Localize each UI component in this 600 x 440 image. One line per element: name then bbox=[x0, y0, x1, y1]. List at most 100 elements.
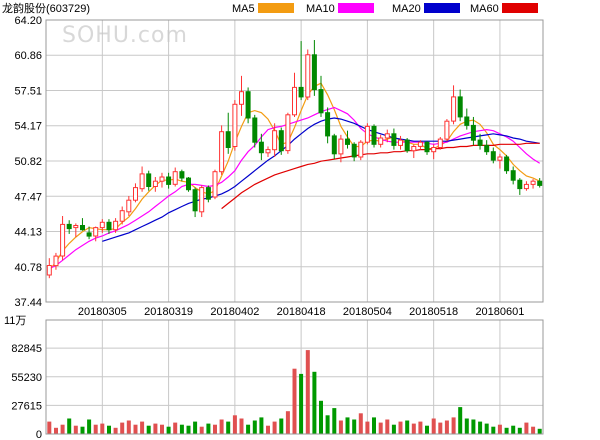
price-tick-label: 44.13 bbox=[14, 227, 42, 239]
candle-body bbox=[424, 141, 430, 153]
candle-body bbox=[199, 187, 205, 213]
candle-body bbox=[99, 221, 105, 229]
volume-bar bbox=[517, 427, 522, 434]
volume-bar bbox=[338, 420, 343, 434]
candle-body bbox=[265, 149, 271, 154]
candle-body bbox=[86, 232, 92, 237]
volume-bar bbox=[100, 423, 105, 434]
candle-body bbox=[305, 54, 311, 98]
candle-body bbox=[192, 189, 198, 212]
volume-bar bbox=[272, 421, 277, 434]
candle-body bbox=[292, 86, 297, 116]
candle-body bbox=[477, 139, 483, 146]
volume-bar bbox=[54, 427, 58, 434]
volume-bar bbox=[405, 420, 410, 434]
legend-label-ma60: MA60 bbox=[470, 3, 499, 15]
candle-body bbox=[212, 171, 218, 198]
candle-body bbox=[411, 146, 417, 152]
candle-body bbox=[80, 225, 85, 231]
volume-bar bbox=[537, 428, 542, 434]
candle-body bbox=[398, 139, 403, 146]
candle-body bbox=[166, 176, 172, 185]
candle-body bbox=[139, 173, 145, 190]
volume-bar bbox=[365, 421, 370, 434]
volume-bar bbox=[140, 421, 145, 434]
volume-bar bbox=[411, 423, 416, 434]
volume-bar bbox=[107, 425, 111, 434]
candle-body bbox=[272, 130, 278, 151]
volume-bars bbox=[47, 350, 542, 434]
stock-code: (603729) bbox=[46, 3, 90, 15]
price-grid bbox=[46, 19, 543, 303]
volume-bar bbox=[67, 418, 72, 434]
stock-title: 龙韵股份(603729) bbox=[2, 1, 90, 15]
volume-bar bbox=[47, 421, 52, 434]
volume-bar bbox=[531, 426, 536, 434]
volume-bar bbox=[299, 373, 304, 434]
candle-body bbox=[93, 227, 99, 237]
date-x-axis: 20180305 20180319 20180402 20180418 20180504… bbox=[78, 306, 525, 318]
volume-bar bbox=[378, 422, 383, 434]
volume-bar bbox=[239, 418, 244, 434]
volume-bar bbox=[478, 421, 483, 434]
candle-body bbox=[358, 141, 364, 158]
date-tick-label: 20180601 bbox=[475, 306, 524, 318]
candle-body bbox=[504, 156, 510, 172]
price-tick-label: 57.51 bbox=[14, 86, 42, 98]
volume-tick-label: 0 bbox=[36, 429, 42, 440]
candle-body bbox=[431, 147, 437, 153]
volume-bar bbox=[219, 419, 224, 434]
candle-body bbox=[490, 151, 496, 161]
legend-swatch-ma60 bbox=[502, 3, 538, 13]
price-panel-frame bbox=[45, 19, 544, 303]
volume-bar bbox=[226, 421, 231, 434]
volume-bar bbox=[345, 417, 350, 434]
candle-body bbox=[179, 171, 185, 179]
volume-bar bbox=[372, 417, 376, 434]
volume-bar bbox=[325, 415, 330, 434]
volume-bar bbox=[352, 419, 357, 434]
volume-bar bbox=[511, 425, 516, 434]
candle-body bbox=[119, 210, 125, 222]
volume-bar bbox=[484, 423, 489, 434]
legend-swatch-ma5 bbox=[258, 3, 294, 13]
volume-bar bbox=[179, 424, 184, 434]
candle-body bbox=[186, 177, 191, 191]
volume-bar bbox=[458, 407, 463, 434]
date-tick-label: 20180504 bbox=[343, 306, 392, 318]
volume-panel-frame bbox=[45, 319, 544, 435]
price-tick-label: 47.47 bbox=[14, 191, 42, 203]
volume-bar bbox=[418, 421, 423, 434]
volume-tick-label: 27615 bbox=[11, 400, 42, 412]
volume-bar bbox=[232, 415, 237, 434]
candle-body bbox=[258, 141, 264, 154]
legend-label-ma10: MA10 bbox=[306, 3, 335, 15]
volume-bar bbox=[398, 421, 403, 434]
candle-body bbox=[53, 255, 59, 267]
volume-bar bbox=[120, 422, 125, 434]
candle-body bbox=[457, 96, 463, 118]
volume-bar bbox=[279, 418, 284, 434]
candle-body bbox=[113, 220, 119, 231]
volume-bar bbox=[425, 425, 429, 434]
volume-bar bbox=[146, 425, 151, 434]
candle-body bbox=[311, 54, 317, 91]
volume-bar bbox=[451, 417, 456, 434]
price-tick-label: 50.82 bbox=[14, 156, 42, 168]
volume-bar bbox=[358, 413, 363, 434]
candle-body bbox=[66, 223, 72, 230]
volume-bar bbox=[60, 424, 65, 434]
candle-body bbox=[245, 91, 251, 119]
candle-body bbox=[126, 199, 132, 213]
legend-label-ma20: MA20 bbox=[392, 3, 421, 15]
price-tick-label: 64.20 bbox=[14, 15, 42, 27]
candle-body bbox=[497, 156, 503, 161]
volume-bar bbox=[113, 427, 118, 434]
ma-line-ma5 bbox=[48, 82, 540, 271]
candle-body bbox=[252, 117, 258, 143]
volume-bar bbox=[93, 424, 98, 434]
volume-bar bbox=[285, 411, 290, 434]
candle-body bbox=[318, 89, 324, 114]
volume-unit-label: 11万 bbox=[4, 315, 26, 327]
